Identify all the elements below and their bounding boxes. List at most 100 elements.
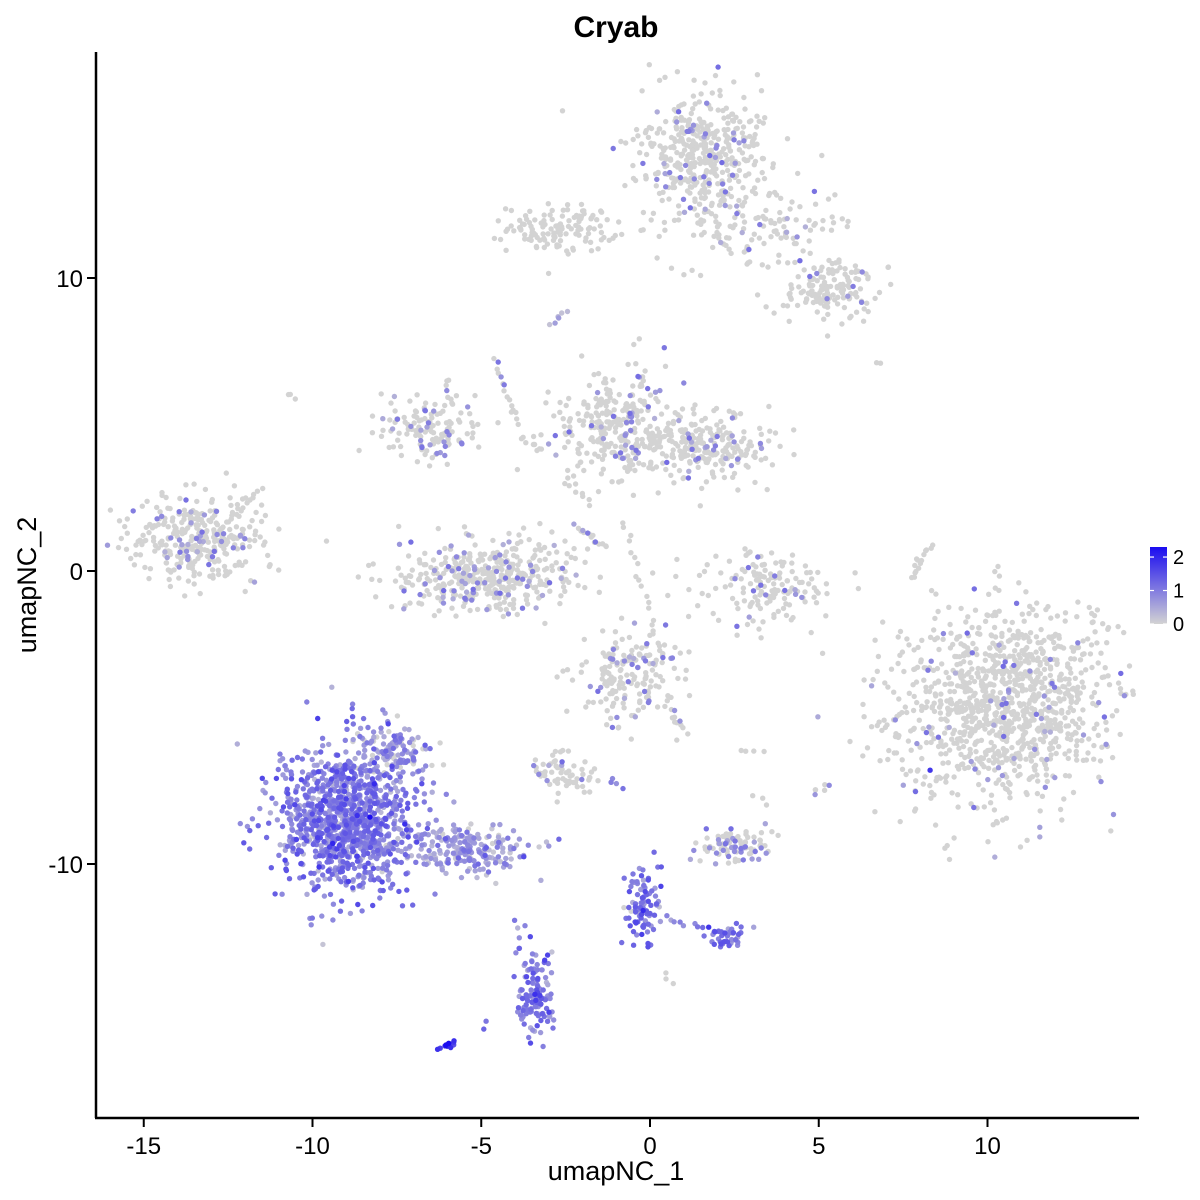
cell-point — [891, 689, 897, 695]
cell-point — [1080, 684, 1087, 690]
cell-point — [638, 583, 644, 589]
cell-point — [852, 263, 859, 269]
cell-point — [635, 133, 641, 139]
cell-point — [1085, 636, 1091, 642]
cell-point — [685, 613, 692, 620]
cell-point — [751, 839, 757, 845]
cell-point — [463, 589, 470, 595]
cell-point — [193, 535, 200, 542]
cell-point — [897, 818, 903, 825]
cell-point — [391, 826, 397, 832]
cell-point — [798, 290, 804, 296]
cell-point — [628, 532, 634, 539]
cell-point — [590, 532, 596, 539]
cell-point — [436, 549, 442, 555]
cell-point — [769, 829, 775, 835]
cell-point — [365, 724, 371, 731]
cell-point — [189, 565, 195, 572]
cell-point — [817, 296, 823, 303]
cell-point — [781, 224, 787, 230]
cell-point — [701, 119, 707, 126]
cell-point — [928, 587, 935, 594]
cell-point — [531, 441, 538, 448]
cell-point — [560, 207, 566, 213]
cell-point — [793, 240, 799, 247]
cell-point — [460, 559, 466, 565]
cell-point — [1059, 817, 1065, 823]
cell-point — [696, 572, 703, 579]
cell-point — [170, 515, 176, 521]
cell-point — [734, 456, 741, 462]
cell-point — [163, 560, 169, 566]
cell-point — [1031, 737, 1037, 743]
cell-point — [599, 676, 605, 682]
cell-point — [687, 856, 694, 862]
cell-point — [1096, 699, 1102, 706]
cell-point — [665, 420, 672, 426]
cell-point — [719, 437, 726, 443]
cell-point — [704, 158, 711, 164]
cell-point — [621, 658, 628, 664]
cell-point — [326, 741, 332, 748]
cell-point — [557, 232, 563, 238]
cell-point — [1110, 811, 1117, 818]
cell-point — [661, 160, 667, 167]
cell-point — [708, 169, 714, 175]
cell-point — [656, 126, 662, 132]
cell-point — [1050, 709, 1057, 715]
cell-point — [1010, 687, 1016, 693]
cell-point — [604, 722, 610, 728]
cell-point — [642, 368, 648, 374]
cell-point — [983, 706, 990, 713]
cell-point — [1004, 755, 1011, 762]
cell-point — [621, 685, 627, 691]
cell-point — [416, 557, 423, 563]
cell-point — [541, 567, 548, 573]
cell-point — [746, 614, 752, 620]
cell-point — [758, 445, 765, 452]
cell-point — [503, 549, 510, 555]
cell-point — [384, 762, 390, 768]
cell-point — [728, 250, 734, 257]
cell-point — [864, 300, 870, 306]
cell-point — [1022, 729, 1029, 736]
cell-point — [700, 218, 707, 224]
cell-point — [1015, 773, 1021, 779]
cell-point — [986, 757, 992, 764]
cell-point — [999, 630, 1005, 637]
cell-point — [649, 466, 656, 472]
cell-point — [641, 688, 648, 695]
cell-point — [646, 605, 652, 611]
cell-point — [1052, 739, 1059, 745]
cell-point — [1041, 693, 1047, 699]
cell-point — [654, 130, 660, 136]
cell-point — [976, 625, 982, 631]
cell-point — [736, 178, 742, 185]
cell-point — [496, 595, 502, 601]
cell-point — [1083, 757, 1090, 763]
cell-point — [595, 437, 601, 443]
cell-point — [766, 438, 772, 444]
cell-point — [723, 152, 729, 158]
cell-point — [277, 751, 283, 757]
cell-point — [302, 748, 308, 754]
cell-point — [980, 722, 986, 729]
cell-point — [817, 289, 823, 296]
cell-point — [927, 782, 933, 789]
cell-point — [1001, 644, 1007, 650]
cell-point — [825, 311, 831, 318]
cell-point — [663, 184, 669, 190]
cell-point — [1000, 676, 1006, 682]
cell-point — [603, 543, 609, 549]
cell-point — [633, 644, 640, 650]
cell-point — [736, 140, 742, 146]
cell-point — [764, 600, 770, 606]
cell-point — [531, 762, 537, 769]
cell-point — [901, 668, 907, 675]
cell-point — [675, 217, 682, 223]
cell-point — [662, 703, 668, 710]
cell-point — [681, 453, 687, 460]
cell-point — [1100, 621, 1106, 627]
cell-point — [380, 741, 387, 747]
cell-point — [564, 551, 570, 557]
